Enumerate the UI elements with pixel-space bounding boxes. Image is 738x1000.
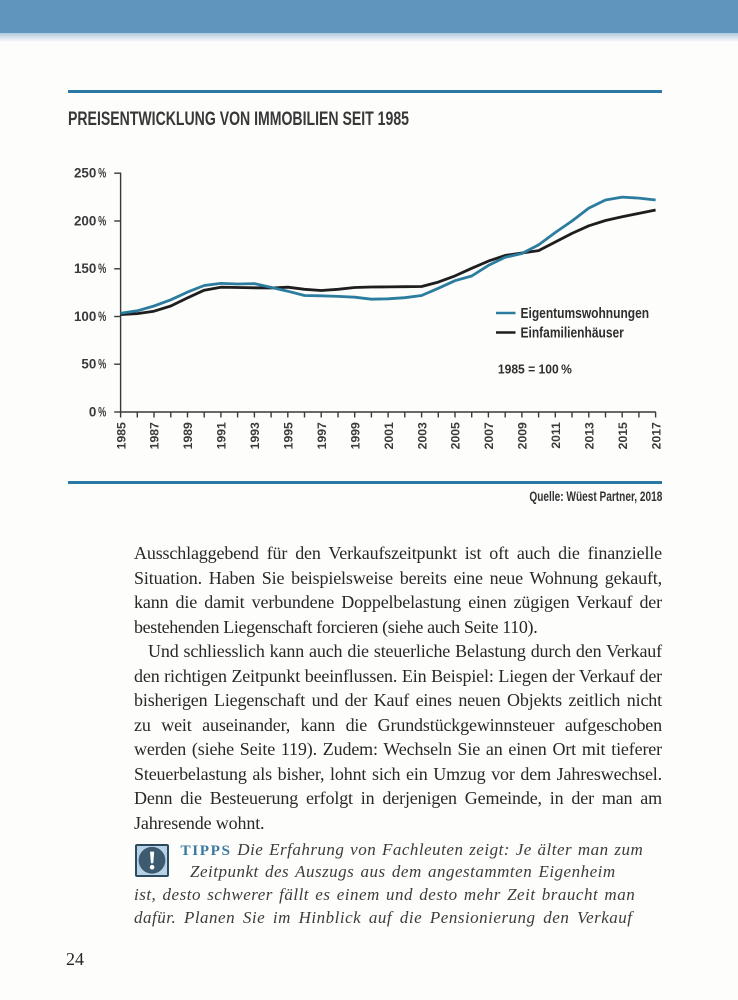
svg-text:2001: 2001: [382, 422, 396, 449]
svg-text:50: 50: [81, 357, 96, 372]
svg-text:1997: 1997: [315, 422, 329, 449]
svg-text:0: 0: [89, 404, 96, 419]
svg-text:%: %: [98, 167, 106, 181]
svg-text:Einfamilienhäuser: Einfamilienhäuser: [521, 324, 624, 340]
svg-text:%: %: [98, 358, 106, 372]
svg-text:1995: 1995: [282, 422, 296, 449]
svg-text:2013: 2013: [583, 422, 597, 449]
svg-text:150: 150: [74, 261, 96, 276]
svg-text:2009: 2009: [516, 422, 530, 449]
svg-text:2003: 2003: [415, 422, 429, 449]
svg-text:%: %: [98, 406, 106, 420]
svg-text:1987: 1987: [148, 422, 162, 449]
svg-text:200: 200: [74, 213, 96, 228]
svg-text:100: 100: [74, 309, 96, 324]
svg-text:1985: 1985: [114, 422, 128, 449]
svg-text:2017: 2017: [649, 422, 663, 449]
svg-text:2015: 2015: [616, 422, 630, 449]
svg-text:2005: 2005: [449, 422, 463, 449]
svg-text:%: %: [98, 310, 106, 324]
svg-text:%: %: [98, 215, 106, 229]
svg-text:1993: 1993: [248, 422, 262, 449]
svg-text:2011: 2011: [549, 422, 563, 449]
svg-text:1989: 1989: [181, 422, 195, 449]
svg-text:%: %: [98, 263, 106, 277]
svg-text:2007: 2007: [482, 422, 496, 449]
svg-text:Eigentumswohnungen: Eigentumswohnungen: [521, 305, 650, 321]
svg-text:1991: 1991: [215, 422, 229, 449]
svg-text:1985 = 100 %: 1985 = 100 %: [498, 362, 572, 377]
svg-text:250: 250: [74, 166, 96, 181]
svg-text:1999: 1999: [348, 422, 362, 449]
